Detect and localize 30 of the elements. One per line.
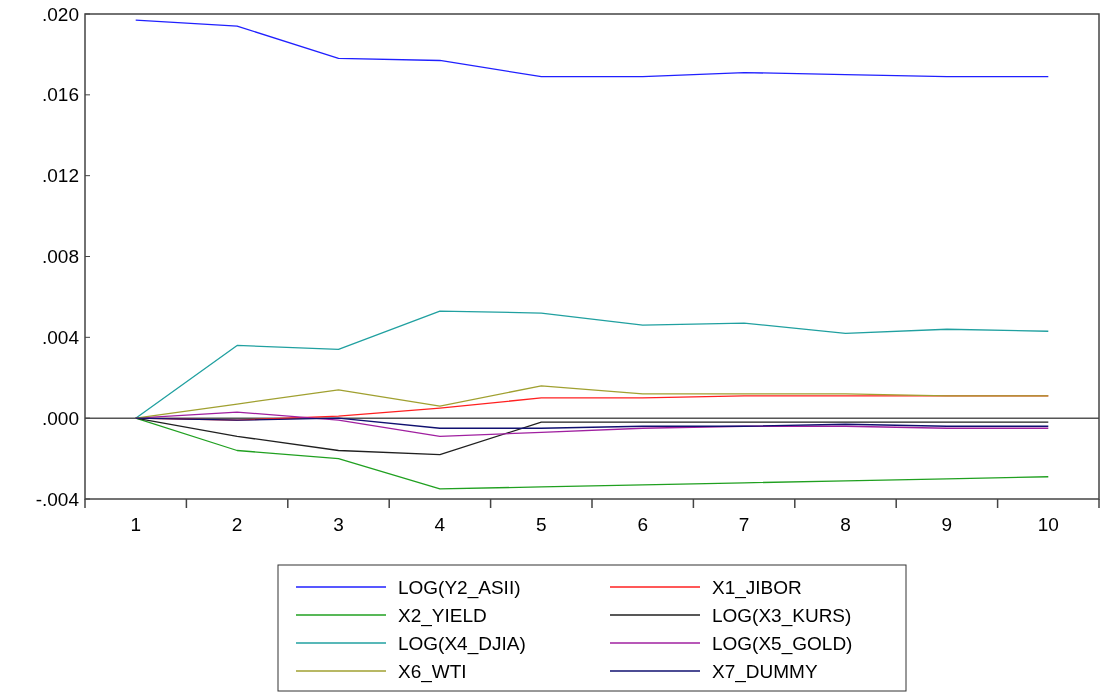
legend-label: LOG(Y2_ASII): [398, 576, 521, 599]
line-series: [135, 417, 1049, 429]
x-tick-label: 3: [333, 514, 344, 535]
y-tick-label: .008: [42, 246, 79, 268]
legend-label: X6_WTI: [398, 660, 467, 683]
y-tick-label: .004: [42, 326, 80, 348]
y-tick-label: .020: [42, 3, 79, 25]
line-series: [135, 417, 1049, 490]
y-tick-label: .016: [42, 84, 79, 106]
y-tick-label: .000: [42, 407, 79, 429]
y-tick-label: .012: [42, 165, 79, 187]
y-tick-label: -.004: [35, 488, 80, 510]
x-tick-label: 9: [941, 514, 953, 535]
x-tick-label: 10: [1037, 514, 1059, 535]
line-series: [135, 310, 1049, 419]
x-tick-label: 8: [840, 514, 851, 535]
legend-label: X2_YIELD: [398, 604, 487, 627]
legend-label: X7_DUMMY: [712, 660, 818, 683]
x-tick-label: 5: [536, 514, 547, 535]
line-series: [135, 385, 1049, 419]
legend-label: LOG(X5_GOLD): [712, 632, 853, 655]
legend-label: LOG(X3_KURS): [712, 604, 852, 627]
x-tick-label: 7: [738, 514, 750, 535]
legend-label: LOG(X4_DJIA): [398, 632, 526, 655]
x-tick-label: 1: [130, 514, 141, 535]
line-series: [135, 19, 1049, 78]
x-tick-label: 6: [637, 514, 648, 535]
legend-label: X1_JIBOR: [712, 576, 802, 599]
x-tick-label: 2: [231, 514, 243, 535]
x-tick-label: 4: [434, 514, 446, 535]
